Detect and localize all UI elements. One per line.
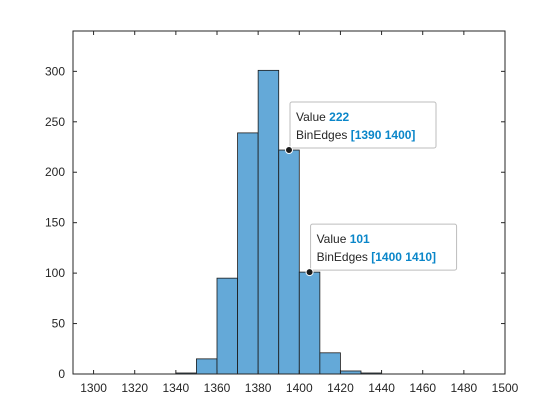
y-tick-label-3: 150 [45, 216, 65, 230]
y-tick-label-0: 0 [58, 367, 65, 381]
datatip-1[interactable]: Value 101 BinEdges [1400 1410] [305, 223, 458, 277]
datatip-edges: [1400 1410] [371, 250, 436, 264]
x-tick-label-6: 1420 [327, 381, 354, 395]
y-axis-ticks: 0 50 100 150 200 250 300 [45, 64, 505, 381]
datatip-edges-row: BinEdges [1400 1410] [317, 250, 436, 264]
datatip-edges: [1390 1400] [351, 128, 416, 142]
x-tick-label-5: 1400 [286, 381, 313, 395]
datatip-box [310, 223, 458, 271]
y-tick-label-2: 100 [45, 266, 65, 280]
datatips: Value 222 BinEdges [1390 1400] Value 101 Bi… [285, 101, 458, 277]
datatip-value: 222 [329, 110, 349, 124]
plot-frame [72, 30, 506, 375]
x-tick-label-3: 1360 [204, 381, 231, 395]
datatip-value-row: Value 222 [296, 110, 349, 124]
x-tick-label-4: 1380 [245, 381, 272, 395]
y-tick-label-5: 250 [45, 115, 65, 129]
histogram-bar-5 [196, 358, 218, 375]
datatip-value: 101 [350, 232, 370, 246]
datatip-edges-label: BinEdges [296, 128, 351, 142]
y-tick-label-1: 50 [52, 317, 66, 331]
x-tick-label-8: 1460 [409, 381, 436, 395]
histogram-bar-11 [319, 352, 341, 375]
datatip-value-label: Value [296, 110, 329, 124]
datatip-box [289, 101, 437, 149]
datatip-edges-label: BinEdges [317, 250, 372, 264]
datatip-marker [285, 146, 293, 155]
datatip-0[interactable]: Value 222 BinEdges [1390 1400] [285, 101, 437, 155]
x-tick-label-0: 1300 [80, 381, 107, 395]
histogram-bar-10 [298, 271, 321, 375]
x-tick-label-7: 1440 [368, 381, 395, 395]
datatip-marker [305, 268, 314, 277]
x-axis-ticks: 1300 1320 1340 1360 1380 1400 1420 1440 1460 1480… [80, 31, 519, 395]
x-tick-label-1: 1320 [121, 381, 148, 395]
x-tick-label-10: 1500 [492, 381, 519, 395]
x-tick-label-9: 1480 [451, 381, 478, 395]
datatip-value-row: Value 101 [317, 232, 370, 246]
x-tick-label-2: 1340 [163, 381, 190, 395]
y-tick-label-4: 200 [45, 165, 65, 179]
histogram-bars [175, 69, 382, 375]
histogram-bar-9 [278, 149, 300, 375]
histogram-bar-7 [237, 132, 259, 375]
histogram-bar-8 [257, 69, 280, 375]
y-tick-label-6: 300 [45, 64, 65, 78]
datatip-edges-row: BinEdges [1390 1400] [296, 128, 415, 142]
histogram-bar-6 [216, 277, 238, 375]
datatip-value-label: Value [317, 232, 350, 246]
